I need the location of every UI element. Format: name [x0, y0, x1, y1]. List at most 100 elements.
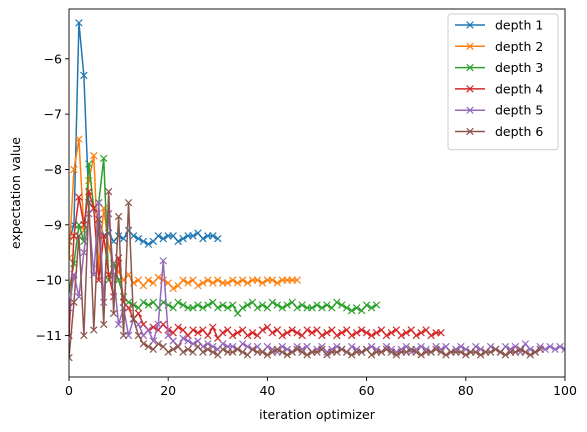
data-point-marker	[357, 326, 366, 334]
legend-label: depth 4	[495, 81, 543, 96]
data-point-marker	[417, 351, 425, 359]
data-point-marker	[114, 232, 123, 240]
data-point-marker	[491, 345, 500, 354]
data-point-marker	[219, 301, 227, 309]
legend-marker	[466, 85, 474, 93]
legend-marker	[466, 42, 474, 51]
data-point-marker	[238, 304, 247, 312]
data-point-marker	[476, 345, 485, 354]
data-point-marker	[85, 187, 93, 196]
data-point-marker	[228, 348, 237, 356]
data-point-marker	[248, 345, 257, 354]
data-point-marker	[437, 348, 445, 356]
data-point-marker	[531, 348, 539, 356]
data-point-marker	[184, 279, 192, 287]
data-point-marker	[268, 348, 277, 356]
data-point-marker	[412, 331, 420, 340]
data-point-marker	[253, 304, 262, 312]
series-6	[69, 187, 544, 362]
data-point-marker	[129, 232, 138, 240]
data-point-marker	[214, 276, 222, 284]
data-point-marker	[556, 342, 564, 351]
legend-item: depth 6	[455, 124, 543, 139]
data-point-marker	[243, 301, 252, 309]
data-point-marker	[154, 340, 163, 348]
data-point-marker	[179, 334, 187, 342]
data-point-marker	[238, 348, 247, 356]
data-point-marker	[333, 298, 341, 307]
data-point-marker	[70, 165, 78, 174]
data-point-marker	[189, 326, 197, 334]
data-point-marker	[199, 348, 207, 356]
data-point-marker	[70, 298, 78, 307]
data-point-marker	[476, 351, 485, 359]
data-point-marker	[119, 331, 128, 340]
data-point-marker	[154, 273, 163, 282]
data-point-marker	[209, 232, 217, 240]
x-tick-label: 60	[359, 383, 375, 398]
y-axis-title: expectation value	[8, 137, 23, 249]
data-point-marker	[99, 320, 108, 329]
data-point-marker	[258, 348, 267, 356]
data-point-marker	[357, 348, 366, 356]
data-point-marker	[149, 323, 158, 331]
data-point-marker	[362, 329, 371, 337]
data-point-marker	[352, 304, 361, 312]
data-point-marker	[516, 345, 525, 354]
data-point-marker	[323, 351, 331, 359]
data-point-marker	[511, 348, 520, 356]
data-point-marker	[372, 329, 381, 337]
data-point-marker	[154, 232, 163, 240]
y-tick-label: −8	[44, 162, 62, 177]
data-point-marker	[204, 301, 212, 309]
data-point-marker	[159, 234, 167, 243]
data-point-marker	[139, 298, 148, 307]
data-point-marker	[367, 304, 376, 312]
data-point-marker	[243, 279, 252, 287]
legend-item: depth 5	[455, 103, 543, 118]
data-point-marker	[526, 345, 535, 354]
x-tick-label: 100	[553, 383, 577, 398]
data-point-marker	[75, 19, 83, 27]
data-point-marker	[273, 279, 282, 287]
data-point-marker	[164, 348, 172, 356]
data-point-marker	[298, 301, 306, 309]
legend-marker	[466, 21, 474, 29]
data-point-marker	[268, 329, 277, 337]
data-point-marker	[367, 351, 376, 359]
data-point-marker	[343, 304, 351, 312]
data-point-marker	[99, 232, 108, 240]
data-point-marker	[417, 329, 425, 337]
data-point-marker	[119, 304, 128, 312]
data-point-marker	[412, 348, 420, 356]
data-point-marker	[194, 281, 202, 290]
data-point-marker	[258, 301, 267, 309]
data-point-marker	[223, 304, 232, 312]
data-point-marker	[144, 301, 153, 309]
data-point-marker	[189, 304, 197, 312]
data-point-marker	[99, 154, 108, 163]
x-tick-label: 0	[65, 383, 73, 398]
data-point-marker	[139, 340, 148, 348]
data-point-marker	[199, 279, 207, 287]
data-point-marker	[352, 329, 361, 337]
data-point-marker	[293, 276, 301, 284]
data-point-marker	[486, 348, 495, 356]
data-point-marker	[144, 240, 153, 248]
data-point-marker	[75, 232, 83, 240]
data-point-marker	[471, 348, 480, 356]
legend-label: depth 5	[495, 103, 543, 118]
data-point-marker	[90, 326, 98, 334]
data-point-marker	[238, 276, 247, 284]
data-point-marker	[194, 301, 202, 309]
data-point-marker	[546, 342, 554, 351]
data-point-marker	[427, 331, 435, 340]
data-point-marker	[80, 331, 88, 340]
data-point-marker	[169, 345, 177, 354]
x-axis-title: iteration optimizer	[259, 407, 376, 422]
data-point-marker	[219, 340, 227, 348]
data-point-marker	[283, 345, 291, 354]
data-point-marker	[462, 345, 470, 354]
data-point-marker	[258, 279, 267, 287]
